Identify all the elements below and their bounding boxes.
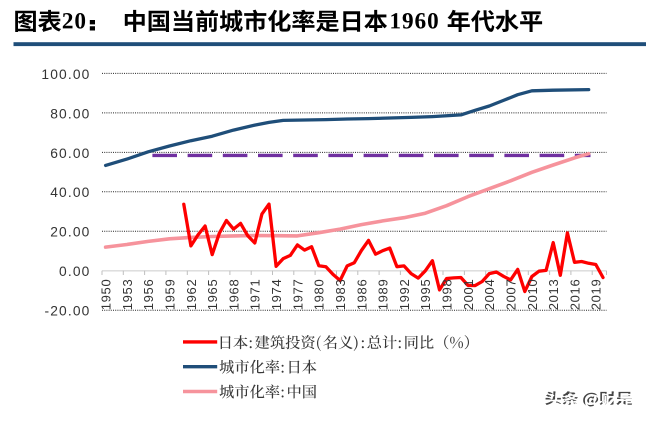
svg-text:1977: 1977 [290, 279, 305, 311]
svg-text:1998: 1998 [440, 279, 455, 311]
svg-text:0.00: 0.00 [59, 264, 90, 279]
svg-text:1953: 1953 [120, 279, 135, 311]
svg-text:40.00: 40.00 [50, 185, 90, 200]
svg-text:80.00: 80.00 [50, 106, 90, 121]
svg-text:2004: 2004 [482, 279, 497, 311]
svg-text:2013: 2013 [546, 279, 561, 311]
svg-text:100.00: 100.00 [41, 67, 90, 82]
svg-text:1983: 1983 [333, 279, 348, 311]
svg-text:1980: 1980 [312, 279, 327, 311]
svg-text:2016: 2016 [567, 279, 582, 311]
svg-text:1956: 1956 [141, 279, 156, 311]
svg-text:1986: 1986 [354, 279, 369, 311]
svg-text:2010: 2010 [525, 279, 540, 311]
svg-text:1989: 1989 [376, 279, 391, 311]
svg-text:60.00: 60.00 [50, 146, 90, 161]
svg-text:1971: 1971 [248, 279, 263, 311]
svg-text:2001: 2001 [461, 279, 476, 311]
svg-text:1992: 1992 [397, 279, 412, 311]
svg-text:1968: 1968 [226, 279, 241, 311]
svg-text:1962: 1962 [184, 279, 199, 311]
svg-text:2019: 2019 [589, 279, 604, 311]
svg-text:1965: 1965 [205, 279, 220, 311]
svg-text:1959: 1959 [162, 279, 177, 311]
svg-text:1950: 1950 [99, 279, 114, 311]
svg-text:-20.00: -20.00 [44, 304, 90, 319]
svg-text:20.00: 20.00 [50, 225, 90, 240]
svg-text:1974: 1974 [269, 279, 284, 311]
svg-text:2007: 2007 [504, 279, 519, 311]
svg-text:1995: 1995 [418, 279, 433, 311]
